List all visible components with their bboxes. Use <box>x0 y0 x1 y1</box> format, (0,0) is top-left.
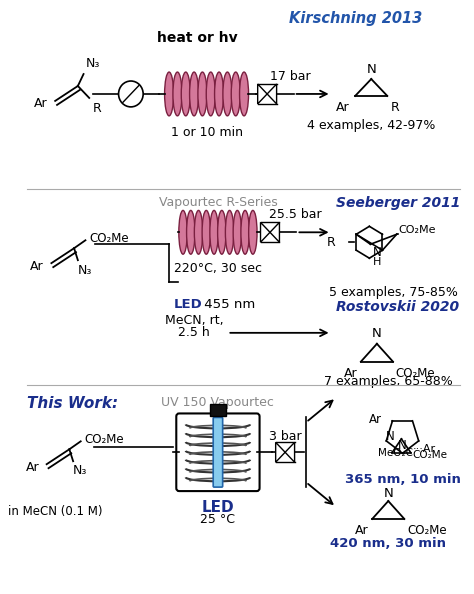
Ellipse shape <box>164 72 173 116</box>
Text: 5 examples, 75-85%: 5 examples, 75-85% <box>328 286 457 299</box>
Text: N: N <box>398 439 407 452</box>
Text: Ar: Ar <box>344 366 357 380</box>
Polygon shape <box>261 222 270 242</box>
Polygon shape <box>270 222 280 242</box>
Text: Rostovskii 2020: Rostovskii 2020 <box>336 300 459 314</box>
Ellipse shape <box>210 210 218 254</box>
Text: Vapourtec R-Series: Vapourtec R-Series <box>159 197 277 210</box>
Ellipse shape <box>206 72 215 116</box>
Text: UV 150 Vapourtec: UV 150 Vapourtec <box>162 396 274 409</box>
Ellipse shape <box>215 72 224 116</box>
Text: LED: LED <box>201 500 234 515</box>
Text: Ar: Ar <box>355 524 368 537</box>
Text: N: N <box>373 246 382 259</box>
Text: 25.5 bar: 25.5 bar <box>269 208 322 221</box>
Ellipse shape <box>225 210 234 254</box>
Polygon shape <box>285 443 294 462</box>
Text: 4 examples, 42-97%: 4 examples, 42-97% <box>307 119 436 132</box>
Text: Kirschning 2013: Kirschning 2013 <box>289 11 422 26</box>
Ellipse shape <box>197 220 239 244</box>
Ellipse shape <box>187 210 195 254</box>
Ellipse shape <box>239 72 248 116</box>
Polygon shape <box>267 84 277 104</box>
Text: 220°C, 30 sec: 220°C, 30 sec <box>174 262 262 275</box>
Ellipse shape <box>194 210 203 254</box>
Text: R: R <box>391 101 400 114</box>
Text: 2.5 h: 2.5 h <box>178 326 210 339</box>
Text: Ar: Ar <box>369 413 382 426</box>
Ellipse shape <box>241 210 249 254</box>
Text: Ar: Ar <box>30 260 44 273</box>
Text: CO₂Me: CO₂Me <box>84 433 124 446</box>
Text: N: N <box>372 327 382 340</box>
Bar <box>210 405 226 416</box>
Circle shape <box>118 81 143 107</box>
Text: LED: LED <box>173 298 202 311</box>
Text: MeO₂C: MeO₂C <box>378 448 413 458</box>
Ellipse shape <box>202 210 210 254</box>
Text: 17 bar: 17 bar <box>270 69 310 83</box>
Ellipse shape <box>190 72 199 116</box>
Polygon shape <box>258 84 267 104</box>
Ellipse shape <box>231 72 240 116</box>
FancyBboxPatch shape <box>213 418 223 487</box>
Ellipse shape <box>183 82 229 106</box>
Ellipse shape <box>218 210 226 254</box>
Text: CO₂Me: CO₂Me <box>407 524 447 537</box>
Text: CO₂Me: CO₂Me <box>89 232 129 245</box>
Text: ···Ar: ···Ar <box>413 444 436 454</box>
Text: N: N <box>366 62 376 75</box>
Text: 3 bar: 3 bar <box>269 430 301 443</box>
Text: Seeberger 2011: Seeberger 2011 <box>336 197 460 210</box>
Text: N₃: N₃ <box>73 465 88 477</box>
Ellipse shape <box>179 210 187 254</box>
Text: MeCN, rt,: MeCN, rt, <box>165 314 224 327</box>
Text: Ar: Ar <box>26 461 39 473</box>
Text: N: N <box>386 431 394 443</box>
Ellipse shape <box>233 210 242 254</box>
Text: H: H <box>373 257 382 267</box>
Text: Ar: Ar <box>34 97 47 110</box>
Text: 25 °C: 25 °C <box>201 513 236 526</box>
Text: This Work:: This Work: <box>27 396 118 410</box>
Ellipse shape <box>181 72 190 116</box>
Text: heat or hv: heat or hv <box>157 31 237 45</box>
Text: 1 or 10 min: 1 or 10 min <box>171 126 243 139</box>
Polygon shape <box>276 443 285 462</box>
Text: R: R <box>93 102 102 115</box>
Ellipse shape <box>249 210 257 254</box>
Text: R: R <box>327 236 335 249</box>
Text: N: N <box>383 486 393 500</box>
Ellipse shape <box>198 72 207 116</box>
Text: 365 nm, 10 min: 365 nm, 10 min <box>345 473 460 486</box>
Text: CO₂Me: CO₂Me <box>412 450 447 460</box>
Text: 455 nm: 455 nm <box>200 298 255 311</box>
Ellipse shape <box>173 72 182 116</box>
Text: in MeCN (0.1 M): in MeCN (0.1 M) <box>8 505 102 518</box>
Text: 420 nm, 30 min: 420 nm, 30 min <box>330 537 447 550</box>
Ellipse shape <box>223 72 232 116</box>
Text: Ar: Ar <box>336 101 349 114</box>
Text: N₃: N₃ <box>78 264 92 277</box>
Text: 7 examples, 65-88%: 7 examples, 65-88% <box>324 375 453 388</box>
Text: CO₂Me: CO₂Me <box>396 366 436 380</box>
Text: CO₂Me: CO₂Me <box>399 225 436 235</box>
FancyBboxPatch shape <box>176 413 260 491</box>
Text: N₃: N₃ <box>85 57 100 70</box>
